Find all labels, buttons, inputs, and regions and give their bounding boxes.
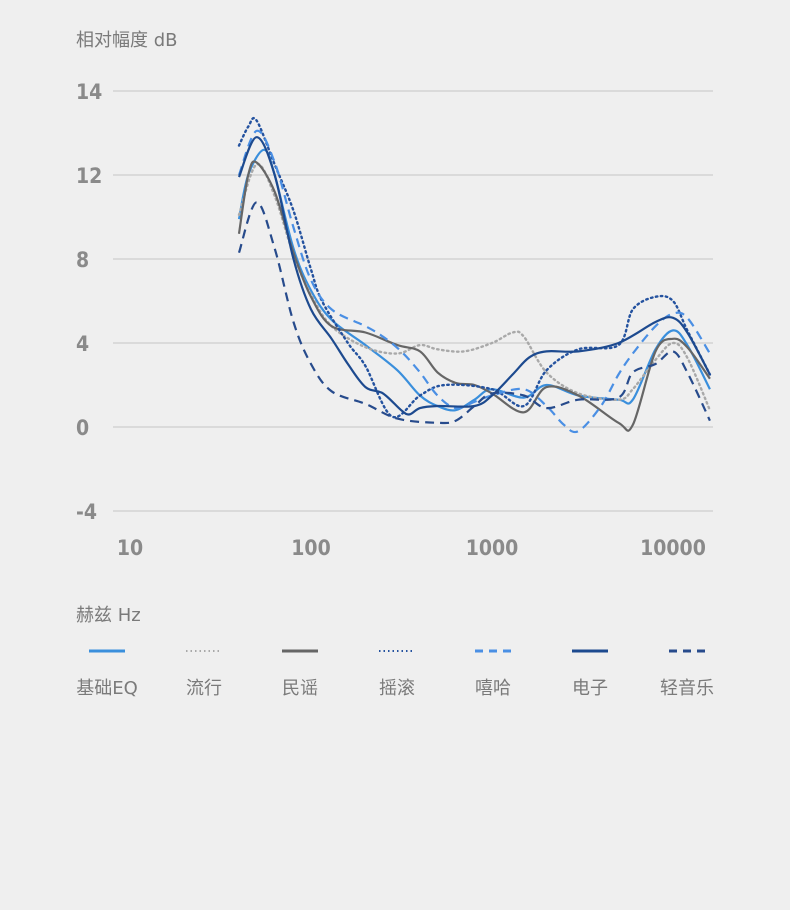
legend-swatch [572, 649, 608, 653]
legend-swatch [669, 649, 705, 653]
x-tick-label: 1000 [466, 536, 519, 560]
y-tick-label: 8 [76, 248, 89, 272]
x-axis-title: 赫兹 Hz [76, 605, 141, 626]
legend-item: 轻音乐 [642, 648, 732, 700]
series-line-4 [237, 129, 711, 434]
legend-label: 轻音乐 [660, 678, 714, 699]
y-tick-label: 14 [76, 80, 102, 104]
legend-swatch [379, 650, 415, 652]
eq-chart: -4 0 4 8 12 14 10 100 1000 10000 [76, 80, 713, 560]
legend-label: 电子 [572, 678, 608, 699]
legend-swatch [89, 649, 125, 653]
y-axis-title: 相对幅度 dB [76, 30, 178, 51]
y-tick-label: -4 [76, 500, 97, 524]
legend-item: 基础EQ [62, 648, 152, 700]
legend-item: 电子 [545, 648, 635, 700]
series-line-0 [237, 148, 711, 412]
legend-swatch [186, 650, 222, 652]
legend-label: 民谣 [282, 678, 318, 699]
y-tick-label: 4 [76, 332, 89, 356]
x-tick-label: 10 [117, 536, 143, 560]
legend-label: 基础EQ [76, 678, 138, 699]
series-line-5 [237, 136, 711, 416]
legend-item: 流行 [159, 648, 249, 700]
legend-swatch [282, 649, 318, 653]
legend-item: 摇滚 [352, 648, 442, 700]
series-line-6 [237, 201, 711, 425]
x-tick-label: 10000 [640, 536, 706, 560]
legend-item: 民谣 [255, 648, 345, 700]
series-line-3 [237, 116, 712, 419]
legend-label: 嘻哈 [475, 678, 511, 699]
x-tick-label: 100 [291, 536, 330, 560]
y-tick-label: 12 [76, 164, 102, 188]
series-line-2 [237, 160, 711, 432]
legend-swatch [475, 649, 511, 653]
legend-item: 嘻哈 [448, 648, 538, 700]
legend-label: 摇滚 [379, 678, 415, 699]
y-tick-label: 0 [76, 416, 89, 440]
legend-label: 流行 [186, 678, 222, 699]
legend: 基础EQ 流行 民谣 摇滚 嘻哈 电子 轻音乐 [0, 648, 790, 718]
